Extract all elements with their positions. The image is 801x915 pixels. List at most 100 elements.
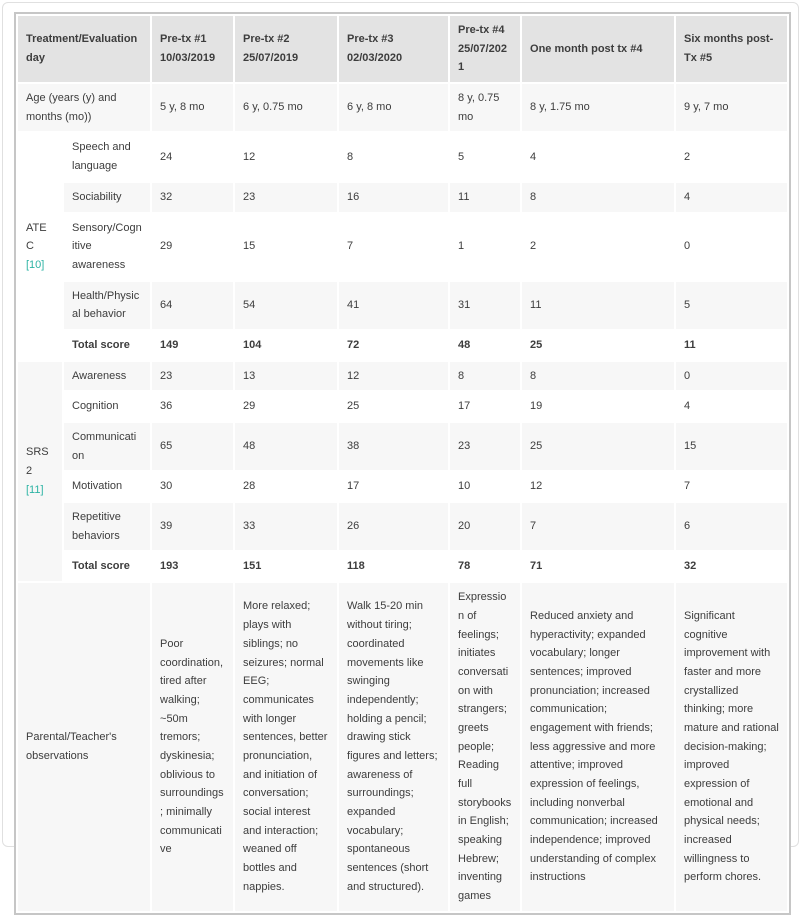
value-cell: Poor coordination, tired after walking; … — [152, 583, 234, 911]
value-cell: 20 — [450, 503, 521, 551]
value-cell: 29 — [235, 392, 338, 421]
reference-link-srs2[interactable]: [11] — [26, 483, 44, 496]
value-cell: 4 — [522, 133, 675, 181]
value-cell: 23 — [235, 182, 338, 212]
value-cell: 39 — [152, 503, 234, 551]
value-cell: 12 — [339, 361, 449, 391]
value-cell: 8 — [522, 361, 675, 391]
row-label-cell: Parental/Teacher's observations — [18, 583, 151, 911]
value-cell: 29 — [152, 213, 234, 280]
value-cell: 38 — [339, 423, 449, 471]
value-cell: 13 — [235, 361, 338, 391]
subscale-label-cell: Speech and language — [64, 133, 151, 181]
table-row: Sociability 32 23 16 11 8 4 — [18, 182, 788, 212]
value-cell: 7 — [522, 503, 675, 551]
group-cell-atec: ATEC [10] — [18, 133, 62, 360]
column-header: Pre-tx #4 25/07/2021 — [450, 16, 521, 83]
value-cell: 71 — [522, 552, 675, 582]
total-label-cell: Total score — [64, 330, 151, 360]
value-cell: 23 — [152, 361, 234, 391]
value-cell: 2 — [522, 213, 675, 280]
value-cell: 78 — [450, 552, 521, 582]
column-header: Pre-tx #3 02/03/2020 — [339, 16, 449, 83]
value-cell: 48 — [235, 423, 338, 471]
value-cell: 25 — [339, 392, 449, 421]
evaluation-table: Treatment/Evaluation day Pre-tx #1 10/03/… — [14, 12, 792, 915]
table-row: Age (years (y) and months (mo)) 5 y, 8 mo… — [18, 84, 788, 132]
column-header: Treatment/Evaluation day — [18, 16, 151, 83]
value-cell: 7 — [676, 472, 788, 502]
value-cell: 33 — [235, 503, 338, 551]
row-label-cell: Age (years (y) and months (mo)) — [18, 84, 151, 132]
value-cell: 104 — [235, 330, 338, 360]
subscale-label-cell: Sociability — [64, 182, 151, 212]
table-row: Sensory/Cognitive awareness 29 15 7 1 2 0 — [18, 213, 788, 280]
subscale-label-cell: Awareness — [64, 361, 151, 391]
value-cell: 193 — [152, 552, 234, 582]
value-cell: 32 — [676, 552, 788, 582]
column-header: Pre-tx #2 25/07/2019 — [235, 16, 338, 83]
value-cell: 11 — [522, 281, 675, 329]
value-cell: 6 y, 0.75 mo — [235, 84, 338, 132]
value-cell: 11 — [676, 330, 788, 360]
value-cell: 5 — [450, 133, 521, 181]
header-row: Treatment/Evaluation day Pre-tx #1 10/03/… — [18, 16, 788, 83]
reference-link-atec[interactable]: [10] — [26, 258, 45, 271]
table-body: Age (years (y) and months (mo)) 5 y, 8 mo… — [18, 84, 788, 911]
table-row: SRS2 [11] Awareness 23 13 12 8 8 0 — [18, 361, 788, 582]
subscale-label-cell: Repetitive behaviors — [64, 503, 151, 551]
value-cell: 4 — [676, 392, 788, 421]
value-cell: 54 — [235, 281, 338, 329]
column-header: Pre-tx #1 10/03/2019 — [152, 16, 234, 83]
value-cell: 118 — [339, 552, 449, 582]
value-cell: 1 — [450, 213, 521, 280]
subscale-label-cell: Sensory/Cognitive awareness — [64, 213, 151, 280]
table-row: Health/Physical behavior 64 54 41 31 11 5 — [18, 281, 788, 329]
table-row: Total score 193 151 118 78 71 32 — [18, 552, 788, 582]
group-label: SRS2 — [26, 446, 49, 478]
value-cell: 65 — [152, 423, 234, 471]
value-cell: 32 — [152, 182, 234, 212]
value-cell: 10 — [450, 472, 521, 502]
table-row: Cognition 36 29 25 17 19 4 — [18, 392, 788, 421]
value-cell: 31 — [450, 281, 521, 329]
table-row: Repetitive behaviors 39 33 26 20 7 6 — [18, 503, 788, 551]
value-cell: Significant cognitive improvement with f… — [676, 583, 788, 911]
value-cell: 151 — [235, 552, 338, 582]
value-cell: 5 — [676, 281, 788, 329]
value-cell: 12 — [235, 133, 338, 181]
value-cell: 8 y, 1.75 mo — [522, 84, 675, 132]
subscale-label-cell: Communication — [64, 423, 151, 471]
value-cell: 4 — [676, 182, 788, 212]
value-cell: 41 — [339, 281, 449, 329]
column-header: One month post tx #4 — [522, 16, 675, 83]
value-cell: 17 — [450, 392, 521, 421]
value-cell: 30 — [152, 472, 234, 502]
subscale-label-cell: Motivation — [64, 472, 151, 502]
value-cell: 9 y, 7 mo — [676, 84, 788, 132]
value-cell: 24 — [152, 133, 234, 181]
value-cell: 17 — [339, 472, 449, 502]
value-cell: 25 — [522, 423, 675, 471]
value-cell: 6 y, 8 mo — [339, 84, 449, 132]
value-cell: 6 — [676, 503, 788, 551]
value-cell: 25 — [522, 330, 675, 360]
value-cell: 2 — [676, 133, 788, 181]
value-cell: 48 — [450, 330, 521, 360]
value-cell: 149 — [152, 330, 234, 360]
subscale-label-cell: Cognition — [64, 392, 151, 421]
value-cell: 23 — [450, 423, 521, 471]
table-row: ATEC [10] Speech and language 24 12 8 5 4 2 — [18, 133, 788, 360]
value-cell: 11 — [450, 182, 521, 212]
value-cell: Walk 15-20 min without tiring; coordinat… — [339, 583, 449, 911]
group-label: ATEC — [26, 221, 47, 253]
value-cell: 36 — [152, 392, 234, 421]
table-row: Parental/Teacher's observations Poor coor… — [18, 583, 788, 911]
value-cell: 15 — [235, 213, 338, 280]
value-cell: 16 — [339, 182, 449, 212]
value-cell: 19 — [522, 392, 675, 421]
group-cell-srs2: SRS2 [11] — [18, 361, 62, 582]
value-cell: 15 — [676, 423, 788, 471]
value-cell: 7 — [339, 213, 449, 280]
